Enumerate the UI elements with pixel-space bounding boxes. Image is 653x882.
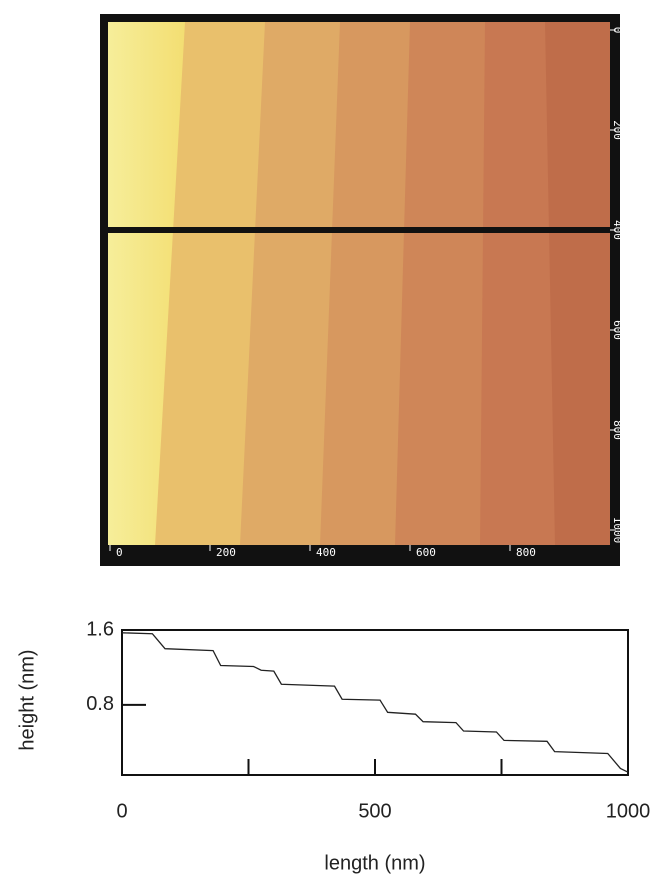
y-tick-label: 0.8 xyxy=(86,693,114,715)
y-tick-label: 400 xyxy=(611,220,624,240)
y-tick-label: 1.6 xyxy=(86,618,114,640)
image-axes: 0 200 400 600 800 0 200 400 600 800 1000 xyxy=(108,27,624,559)
x-tick-label: 600 xyxy=(416,546,436,559)
x-tick-label: 500 xyxy=(358,800,391,822)
y-axis-label: height (nm) xyxy=(16,649,38,750)
y-tick-label: 1000 xyxy=(611,517,624,544)
band xyxy=(108,22,185,545)
x-tick-label: 400 xyxy=(316,546,336,559)
plot-frame xyxy=(121,629,629,776)
x-tick-label: 800 xyxy=(516,546,536,559)
x-tick-label: 0 xyxy=(116,800,127,822)
x-tick-label: 0 xyxy=(116,546,123,559)
x-tick-label: 1000 xyxy=(606,800,651,822)
profile-line xyxy=(121,632,629,773)
y-tick-label: 0 xyxy=(611,27,624,34)
y-tick-label: 600 xyxy=(611,320,624,340)
afm-image xyxy=(108,22,610,545)
profile-chart: height (nm) length (nm) 0.8 1.6 0 500 1000 xyxy=(16,618,650,874)
cut-line xyxy=(108,227,610,233)
y-tick-label: 800 xyxy=(611,420,624,440)
y-tick-label: 200 xyxy=(611,120,624,140)
x-axis-label: length (nm) xyxy=(324,852,425,874)
x-tick-label: 200 xyxy=(216,546,236,559)
